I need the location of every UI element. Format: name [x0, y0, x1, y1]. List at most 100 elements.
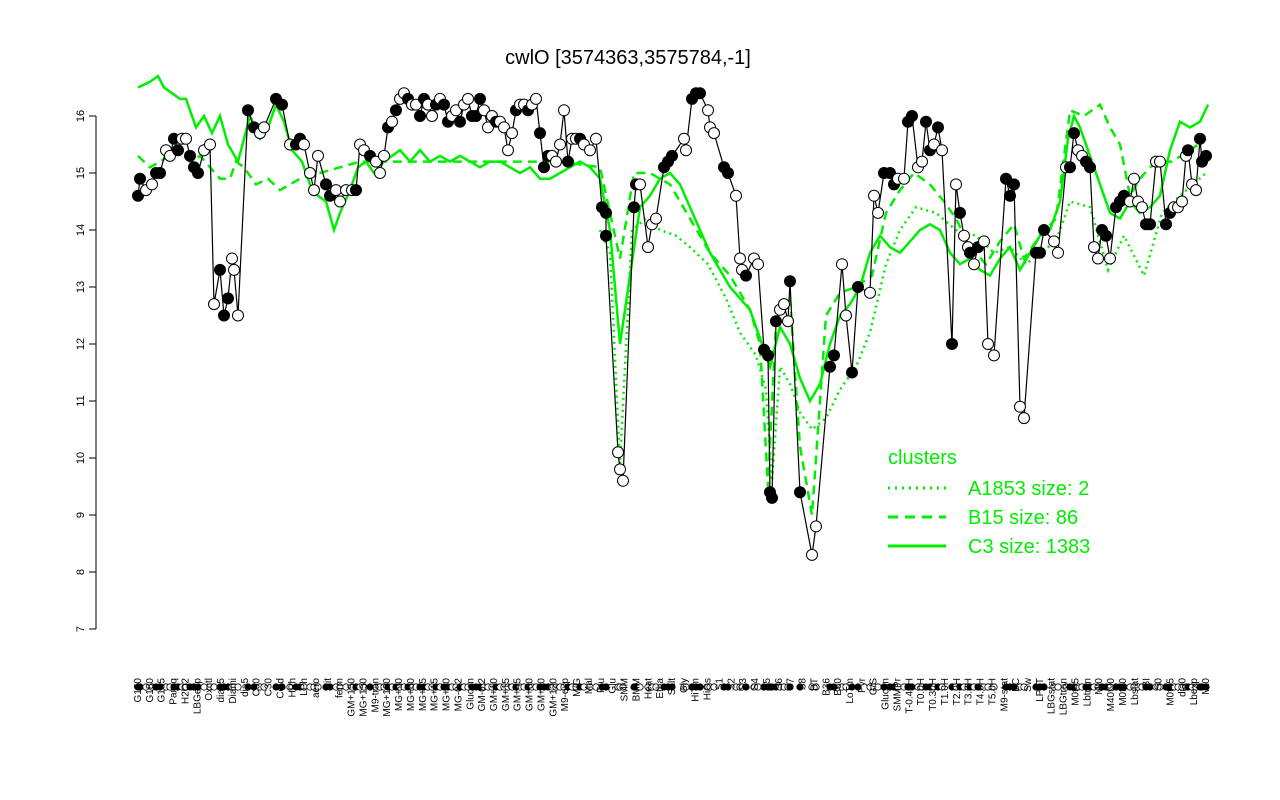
- x-tick-label: GM+120: [548, 678, 559, 717]
- x-tick-label: HiTm: [691, 678, 702, 702]
- data-point: [462, 92, 474, 105]
- x-tick-label: S2: [726, 678, 737, 691]
- rug-mark: [786, 683, 794, 691]
- rug-mark: [696, 683, 704, 691]
- x-tick-label: BT: [809, 678, 820, 691]
- data-point: [810, 520, 822, 533]
- data-point: [192, 167, 204, 179]
- x-tick-label: T1.0H: [940, 678, 951, 705]
- rug-mark: [668, 683, 676, 691]
- rug-mark: [619, 683, 627, 691]
- y-tick-label: 10: [75, 452, 87, 464]
- main-series-points: [132, 87, 1212, 561]
- data-point: [474, 92, 486, 105]
- x-tick-label: aero: [311, 678, 322, 698]
- data-point: [164, 149, 176, 162]
- data-point: [454, 115, 466, 128]
- x-tick-label: B60: [833, 678, 844, 696]
- x-tick-label: M0t45: [1071, 678, 1082, 706]
- x-tick-label: T0.0H: [916, 678, 927, 705]
- data-point: [330, 184, 342, 197]
- x-tick-label: Oxctl: [204, 678, 215, 701]
- x-tick-label: HPh: [287, 678, 298, 697]
- x-tick-label: M40t90: [1106, 678, 1117, 712]
- y-tick-label: 15: [75, 167, 87, 179]
- x-tick-label: GM+45: [513, 678, 524, 712]
- y-tick-label: 11: [75, 395, 87, 406]
- data-point: [370, 155, 382, 168]
- data-point: [1100, 229, 1112, 242]
- x-tick-label: dia5: [240, 678, 251, 697]
- x-tick-label: LBGexp: [192, 678, 203, 715]
- data-point: [642, 241, 654, 254]
- y-tick-label: 14: [75, 224, 87, 236]
- x-tick-label: Lbexp: [1189, 678, 1200, 706]
- x-tick-label: BC: [1011, 678, 1022, 692]
- data-point: [946, 338, 958, 350]
- data-point: [650, 212, 662, 225]
- data-point: [916, 155, 928, 168]
- x-tick-label: S4: [750, 678, 761, 691]
- rug-mark: [830, 683, 838, 691]
- data-point: [1064, 161, 1076, 174]
- x-tick-label: SMMPr: [893, 677, 904, 711]
- data-point: [950, 178, 962, 191]
- chart-title: cwlO [3574363,3575784,-1]: [505, 47, 751, 69]
- data-point: [132, 189, 144, 202]
- x-tick-label: Sw: [1023, 677, 1034, 692]
- y-tick-label: 8: [75, 569, 87, 575]
- data-point: [1048, 235, 1060, 248]
- x-tick-label: Salt: [667, 678, 678, 695]
- rug-mark: [314, 683, 322, 691]
- x-tick-label: Lbstat: [1130, 678, 1141, 705]
- data-point: [680, 144, 692, 157]
- data-point: [784, 275, 796, 288]
- data-point: [180, 132, 192, 145]
- x-tick-label: G150: [133, 678, 144, 703]
- data-point: [852, 281, 864, 293]
- data-point: [730, 189, 742, 202]
- x-tick-label: LBGtran: [1059, 678, 1070, 715]
- x-tick-label: SMM: [620, 678, 631, 701]
- data-point: [612, 446, 624, 459]
- data-point: [708, 127, 720, 140]
- x-tick-label: S7: [786, 678, 797, 691]
- data-point: [242, 104, 254, 117]
- x-tick-label: nit: [323, 678, 334, 689]
- data-point: [538, 161, 550, 174]
- data-point: [614, 463, 626, 476]
- x-tick-label: Lbtran: [1082, 678, 1093, 706]
- x-tick-label: G/S: [869, 678, 880, 696]
- data-point: [1084, 161, 1096, 174]
- x-tick-label: GM+150: [347, 678, 358, 717]
- data-point: [498, 121, 510, 134]
- x-tick-label: C90: [252, 678, 263, 697]
- legend-label: A1853 size: 2: [968, 478, 1089, 500]
- x-tick-label: Fru: [596, 678, 607, 693]
- x-tick-label: C30: [264, 678, 275, 697]
- legend-label: C3 size: 1383: [968, 536, 1090, 558]
- data-point: [218, 309, 230, 322]
- data-point: [502, 144, 514, 157]
- data-point: [884, 167, 896, 179]
- data-point: [276, 98, 288, 111]
- data-point: [184, 149, 196, 162]
- rug-mark: [260, 683, 268, 691]
- data-point: [530, 92, 542, 105]
- data-point: [954, 206, 966, 219]
- data-point: [470, 110, 482, 122]
- data-point: [554, 138, 566, 151]
- data-point: [390, 104, 402, 117]
- data-point: [978, 235, 990, 248]
- rug-mark: [652, 683, 660, 691]
- data-point: [1136, 201, 1148, 214]
- data-point: [550, 155, 562, 168]
- data-point: [840, 309, 852, 322]
- data-point: [334, 195, 346, 208]
- data-point: [1052, 246, 1064, 259]
- data-point: [386, 115, 398, 128]
- data-point: [864, 286, 876, 299]
- data-point: [694, 87, 706, 100]
- data-point: [1128, 172, 1140, 185]
- data-point: [1014, 400, 1026, 413]
